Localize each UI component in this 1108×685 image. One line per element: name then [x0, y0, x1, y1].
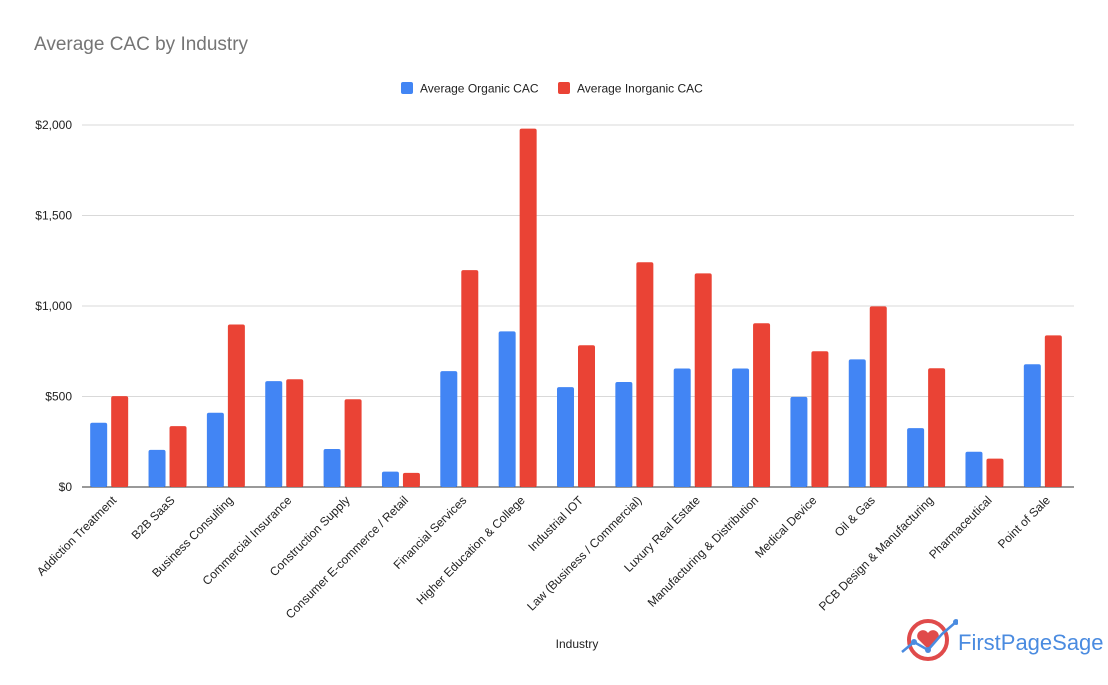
- inorganic-bar[interactable]: [169, 426, 187, 487]
- organic-bar[interactable]: [148, 449, 166, 487]
- x-tick-label: Point of Sale: [995, 493, 1053, 551]
- x-tick-label: Higher Education & College: [414, 493, 528, 607]
- inorganic-bar[interactable]: [286, 379, 304, 487]
- organic-bar[interactable]: [1023, 364, 1041, 487]
- organic-bar[interactable]: [673, 368, 691, 487]
- legend-swatch: [558, 82, 570, 94]
- organic-bar[interactable]: [907, 428, 925, 487]
- inorganic-bar[interactable]: [753, 323, 771, 487]
- brand-name: FirstPageSage: [958, 630, 1104, 655]
- inorganic-bar[interactable]: [578, 345, 595, 487]
- y-tick-label: $1,000: [35, 299, 72, 313]
- x-tick-label: PCB Design & Manufacturing: [816, 493, 936, 613]
- legend[interactable]: Average Organic CAC Average Inorganic CAC: [401, 82, 703, 96]
- organic-bar[interactable]: [323, 448, 341, 487]
- organic-bar[interactable]: [440, 371, 458, 487]
- inorganic-bar[interactable]: [869, 306, 887, 487]
- x-axis-title: Industry: [556, 637, 599, 651]
- y-tick-label: $0: [59, 480, 73, 494]
- x-tick-label: B2B SaaS: [129, 493, 178, 542]
- organic-bar[interactable]: [381, 471, 399, 487]
- inorganic-bar[interactable]: [636, 262, 654, 487]
- inorganic-bar[interactable]: [227, 324, 245, 487]
- legend-label[interactable]: Average Organic CAC: [420, 82, 539, 96]
- x-tick-label: Industrial IOT: [525, 493, 586, 554]
- x-tick-label: Addiction Treatment: [34, 493, 120, 579]
- x-tick-label: Medical Device: [752, 493, 820, 561]
- organic-bar[interactable]: [732, 368, 750, 487]
- organic-bar[interactable]: [206, 412, 224, 487]
- organic-bar[interactable]: [848, 359, 866, 487]
- brand-logo: FirstPageSage: [898, 616, 1104, 668]
- inorganic-bar[interactable]: [694, 273, 712, 487]
- inorganic-bar[interactable]: [111, 396, 129, 487]
- y-tick-label: $2,000: [35, 118, 72, 132]
- y-tick-label: $1,500: [35, 209, 72, 223]
- chart-title: Average CAC by Industry: [34, 34, 249, 55]
- bars: [90, 128, 1062, 487]
- inorganic-bar[interactable]: [461, 270, 479, 487]
- inorganic-bar[interactable]: [519, 128, 537, 487]
- organic-bar[interactable]: [90, 422, 108, 487]
- x-tick-label: Pharmaceutical: [926, 493, 994, 561]
- inorganic-bar[interactable]: [1044, 335, 1062, 487]
- x-tick-label: Oil & Gas: [832, 493, 878, 539]
- x-tick-label: Law (Business / Commercial): [524, 493, 644, 613]
- organic-bar[interactable]: [615, 382, 633, 487]
- legend-swatch: [401, 82, 413, 94]
- x-tick-label: Consumer E-commerce / Retail: [283, 493, 411, 621]
- y-tick-label: $500: [45, 390, 72, 404]
- x-tick-label: Manufacturing & Distribution: [645, 493, 761, 609]
- organic-bar[interactable]: [498, 331, 516, 487]
- inorganic-bar[interactable]: [986, 458, 1004, 487]
- inorganic-bar[interactable]: [928, 368, 946, 487]
- inorganic-bar[interactable]: [344, 399, 362, 487]
- organic-bar[interactable]: [557, 387, 574, 487]
- organic-bar[interactable]: [965, 451, 983, 487]
- y-axis-ticks: $0 $500 $1,000 $1,500 $2,000: [35, 118, 72, 494]
- legend-label[interactable]: Average Inorganic CAC: [577, 82, 703, 96]
- organic-bar[interactable]: [790, 396, 808, 487]
- inorganic-bar[interactable]: [811, 351, 829, 487]
- brand-heart-chart-icon: [901, 619, 959, 661]
- inorganic-bar[interactable]: [402, 472, 420, 487]
- organic-bar[interactable]: [265, 381, 283, 487]
